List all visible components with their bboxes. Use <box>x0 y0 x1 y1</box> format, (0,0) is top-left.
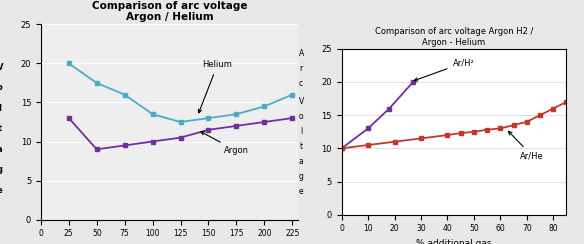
Text: Argon: Argon <box>201 132 249 155</box>
Text: t: t <box>0 124 2 133</box>
Text: c: c <box>299 79 303 88</box>
Text: l: l <box>0 104 1 113</box>
Text: Ar/H²: Ar/H² <box>414 58 474 81</box>
Text: e: e <box>299 187 304 196</box>
Text: l: l <box>300 127 303 136</box>
Text: g: g <box>299 172 304 181</box>
Text: g: g <box>0 165 3 174</box>
Text: o: o <box>0 83 3 92</box>
X-axis label: % additional gas: % additional gas <box>416 239 492 244</box>
Text: V: V <box>298 97 304 106</box>
Text: V: V <box>0 63 3 72</box>
Title: Comparison of arc voltage
Argon / Helium: Comparison of arc voltage Argon / Helium <box>92 1 247 22</box>
Text: t: t <box>300 142 303 151</box>
Text: Ar/He: Ar/He <box>509 131 544 160</box>
Text: A: A <box>298 49 304 58</box>
Text: a: a <box>299 157 304 166</box>
Text: r: r <box>300 64 303 73</box>
Text: e: e <box>0 186 3 195</box>
Text: o: o <box>299 112 304 121</box>
Text: Helium: Helium <box>199 60 232 113</box>
Title: Comparison of arc voltage Argon H2 /
Argon - Helium: Comparison of arc voltage Argon H2 / Arg… <box>375 27 533 47</box>
Text: a: a <box>0 145 2 154</box>
